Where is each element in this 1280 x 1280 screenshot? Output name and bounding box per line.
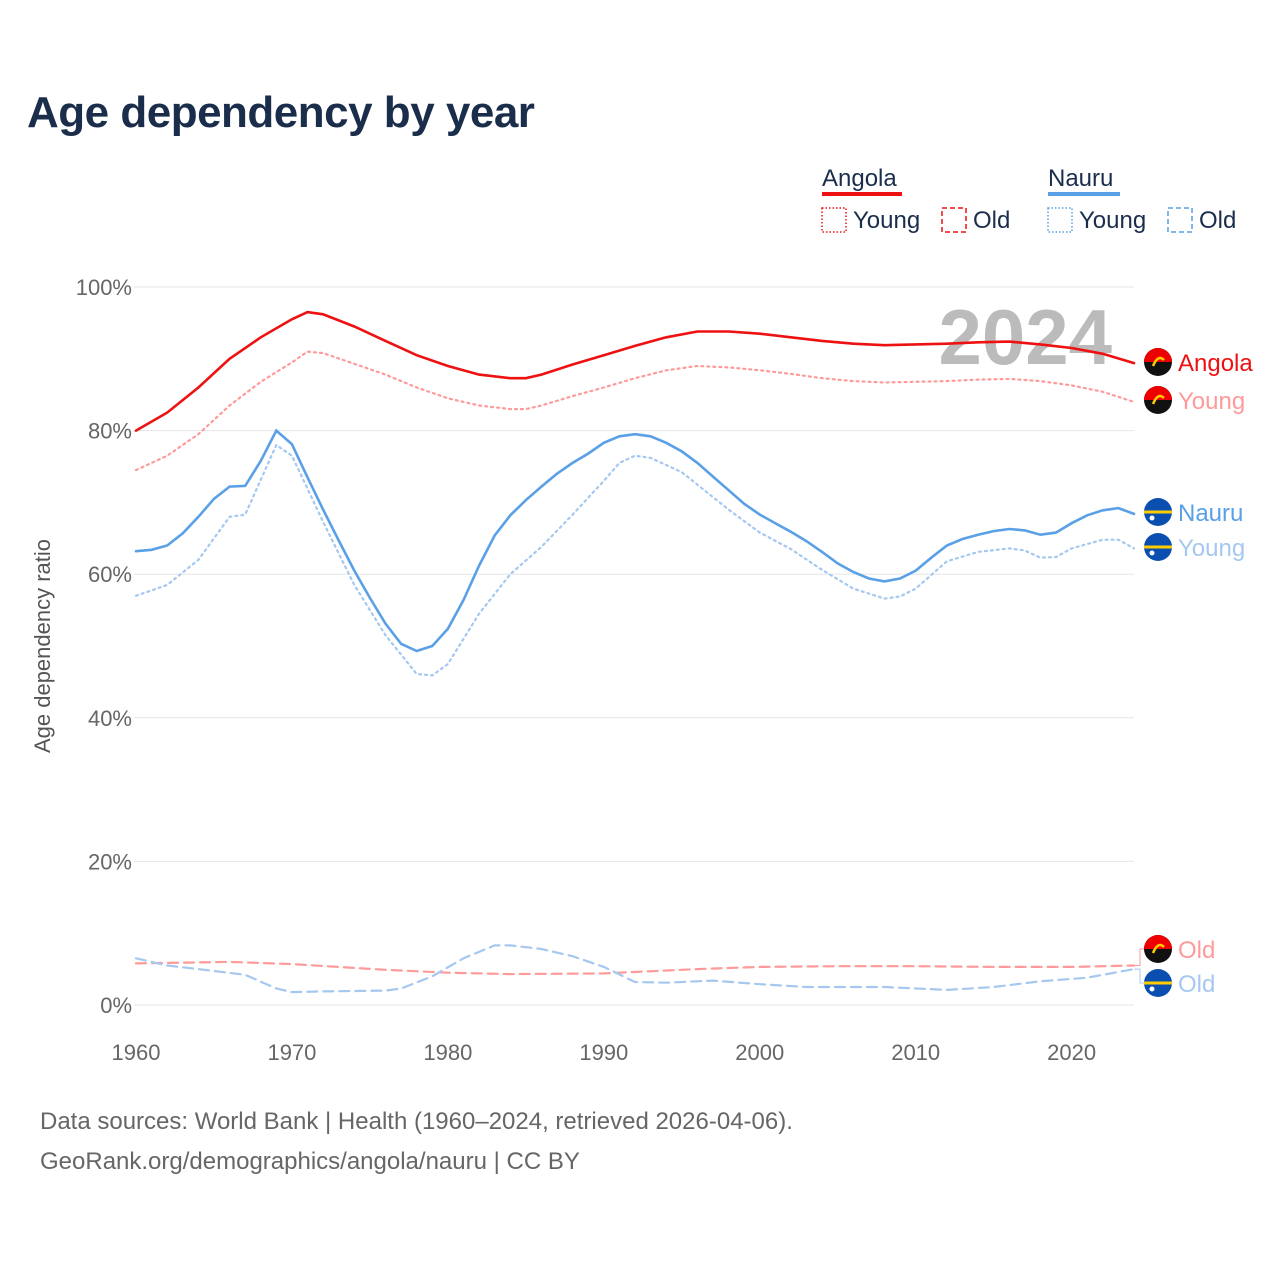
end-label: Young bbox=[1178, 535, 1245, 562]
end-label: Angola bbox=[1178, 350, 1253, 377]
nauru-flag-stripe bbox=[1144, 510, 1172, 514]
end-label: Young bbox=[1178, 388, 1245, 415]
y-tick-label: 100% bbox=[76, 275, 132, 300]
end-label: Old bbox=[1178, 971, 1215, 998]
x-tick-label: 1960 bbox=[112, 1040, 161, 1065]
legend-group-nauru: Nauru bbox=[1048, 165, 1113, 192]
y-tick-label: 80% bbox=[88, 419, 132, 444]
legend-item-young: Young bbox=[853, 207, 920, 234]
legend-item-old: Old bbox=[1199, 207, 1236, 234]
x-tick-label: 1990 bbox=[579, 1040, 628, 1065]
legend-group-angola: Angola bbox=[822, 165, 897, 192]
nauru-flag-star bbox=[1149, 550, 1155, 556]
legend-swatch-old bbox=[1167, 207, 1193, 233]
source-url[interactable]: GeoRank.org/demographics/angola/nauru | … bbox=[40, 1148, 580, 1175]
angola-emblem bbox=[1151, 356, 1165, 367]
legend-swatch-young bbox=[821, 207, 847, 233]
nauru-flag-star bbox=[1149, 515, 1155, 521]
series-line-nauru bbox=[134, 428, 1136, 653]
x-tick-label: 1970 bbox=[267, 1040, 316, 1065]
legend-item-young: Young bbox=[1079, 207, 1146, 234]
series-line-angola-old bbox=[134, 960, 1136, 976]
legend-item-old: Old bbox=[973, 207, 1010, 234]
label-connector bbox=[1134, 968, 1146, 984]
angola-flag-red bbox=[1144, 935, 1172, 949]
y-tick-label: 40% bbox=[88, 706, 132, 731]
series-line-angola-young bbox=[134, 350, 1136, 472]
source-text: Data sources: World Bank | Health (1960–… bbox=[40, 1108, 793, 1135]
angola-emblem bbox=[1151, 394, 1165, 405]
y-axis-label: Age dependency ratio bbox=[30, 539, 55, 753]
nauru-flag-star bbox=[1149, 986, 1155, 992]
label-connector bbox=[1134, 948, 1146, 967]
angola-emblem bbox=[1151, 943, 1165, 954]
x-tick-label: 2010 bbox=[891, 1040, 940, 1065]
year-watermark: 2024 bbox=[938, 293, 1112, 381]
y-tick-label: 20% bbox=[88, 849, 132, 874]
series-line-angola bbox=[134, 310, 1136, 432]
end-label: Nauru bbox=[1178, 500, 1243, 527]
y-tick-label: 0% bbox=[100, 993, 132, 1018]
legend-swatch bbox=[822, 192, 902, 196]
series-line-nauru-young bbox=[134, 443, 1136, 677]
angola-flag-red bbox=[1144, 348, 1172, 362]
legend-swatch-old bbox=[941, 207, 967, 233]
x-tick-label: 1980 bbox=[423, 1040, 472, 1065]
page-title: Age dependency by year bbox=[27, 88, 535, 137]
angola-flag-red bbox=[1144, 386, 1172, 400]
series-line-nauru-old bbox=[134, 944, 1136, 994]
nauru-flag-stripe bbox=[1144, 981, 1172, 985]
nauru-flag-stripe bbox=[1144, 545, 1172, 549]
end-label: Old bbox=[1178, 937, 1215, 964]
legend-swatch bbox=[1048, 192, 1120, 196]
x-tick-label: 2000 bbox=[735, 1040, 784, 1065]
y-tick-label: 60% bbox=[88, 562, 132, 587]
x-tick-label: 2020 bbox=[1047, 1040, 1096, 1065]
legend-swatch-young bbox=[1047, 207, 1073, 233]
